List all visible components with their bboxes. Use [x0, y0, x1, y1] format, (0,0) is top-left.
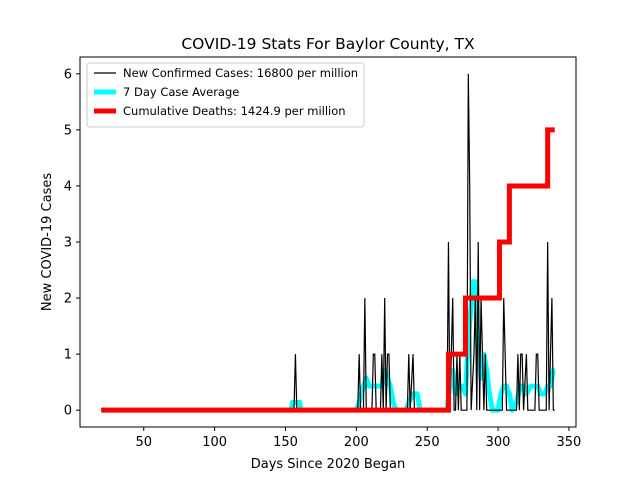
series-line-2	[101, 127, 555, 413]
legend-box	[86, 62, 365, 128]
series-line-0	[101, 73, 555, 411]
x-axis: 50 100 150 200 250 300 350	[135, 427, 581, 450]
y-tick-label: 5	[64, 123, 72, 138]
x-tick-label: 200	[344, 435, 369, 450]
legend-label-new-cases: New Confirmed Cases: 16800 per million	[123, 66, 358, 80]
chart-title: COVID-19 Stats For Baylor County, TX	[181, 35, 475, 53]
y-axis: 0 1 2 3 4 5 6	[64, 67, 80, 419]
legend: New Confirmed Cases: 16800 per million 7…	[86, 62, 365, 128]
y-tick-label: 6	[64, 67, 72, 82]
plot-area	[101, 73, 556, 413]
x-tick-label: 150	[273, 435, 298, 450]
y-tick-label: 2	[64, 292, 72, 307]
y-tick-label: 4	[64, 179, 72, 194]
legend-label-7-day-average: 7 Day Case Average	[123, 85, 239, 99]
y-axis-label: New COVID-19 Cases	[40, 173, 55, 311]
x-tick-label: 300	[486, 435, 511, 450]
y-tick-label: 1	[64, 348, 72, 363]
x-tick-label: 250	[415, 435, 440, 450]
legend-label-cumulative-deaths: Cumulative Deaths: 1424.9 per million	[123, 104, 346, 118]
x-tick-label: 350	[557, 435, 582, 450]
x-tick-label: 100	[202, 435, 227, 450]
y-tick-label: 0	[64, 404, 72, 419]
series-layer	[101, 73, 556, 413]
x-axis-label: Days Since 2020 Began	[251, 457, 406, 472]
series-line-1	[101, 279, 556, 413]
x-tick-label: 50	[135, 435, 152, 450]
y-tick-label: 3	[64, 236, 72, 251]
